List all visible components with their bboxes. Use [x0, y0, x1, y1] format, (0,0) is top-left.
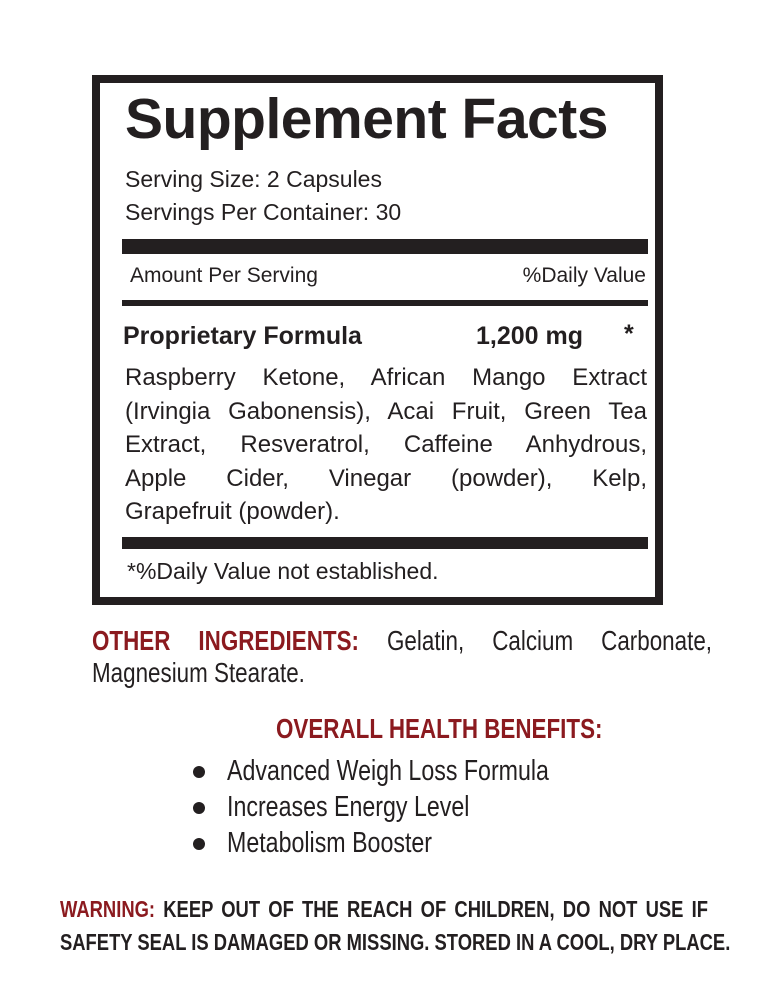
benefit-item: Increases Energy Level — [227, 791, 470, 823]
thick-divider — [122, 239, 648, 254]
warning-line: SAFETY SEAL IS DAMAGED OR MISSING. STORE… — [60, 929, 731, 955]
benefit-item: Advanced Weigh Loss Formula — [227, 755, 549, 787]
warning-text: WARNING: KEEP OUT OF THE REACH OF CHILDR… — [60, 893, 731, 959]
benefits-heading: OVERALL HEALTH BENEFITS: — [276, 713, 603, 744]
divider — [122, 300, 648, 306]
bullet-icon — [193, 802, 205, 814]
ingredients-list: Raspberry Ketone, African Mango Extract … — [125, 361, 647, 529]
ingredients-line: Raspberry Ketone, African Mango Extract — [125, 364, 647, 391]
formula-daily-value: * — [624, 320, 634, 348]
supplement-facts-panel — [92, 75, 663, 605]
thick-divider — [122, 537, 648, 549]
benefit-item: Metabolism Booster — [227, 827, 433, 859]
other-ingredients-line: Magnesium Stearate. — [92, 657, 305, 688]
ingredients-line: Apple Cider, Vinegar (powder), Kelp, — [125, 464, 647, 492]
ingredients-line: Grapefruit (powder). — [125, 498, 340, 525]
serving-size: Serving Size: 2 Capsules — [125, 166, 382, 192]
bullet-icon — [193, 838, 205, 850]
daily-value-header: %Daily Value — [522, 264, 646, 287]
other-ingredients: OTHER INGREDIENTS: Gelatin, Calcium Carb… — [92, 625, 712, 689]
other-ingredients-line: Gelatin, Calcium Carbonate, — [387, 625, 712, 656]
servings-per-container: Servings Per Container: 30 — [125, 199, 402, 225]
footnote: *%Daily Value not established. — [127, 558, 439, 584]
panel-title: Supplement Facts — [125, 87, 608, 151]
formula-amount: 1,200 mg — [476, 322, 584, 350]
warning-line: KEEP OUT OF THE REACH OF CHILDREN, DO NO… — [163, 896, 708, 922]
formula-name: Proprietary Formula — [123, 322, 362, 350]
amount-per-serving-header: Amount Per Serving — [130, 264, 318, 287]
ingredients-line: Extract, Resveratrol, Caffeine Anhydrous… — [125, 431, 647, 458]
bullet-icon — [193, 766, 205, 778]
ingredients-line: (Irvingia Gabonensis), Acai Fruit, Green… — [125, 397, 647, 425]
other-ingredients-label: OTHER INGREDIENTS: — [92, 625, 359, 656]
warning-label: WARNING: — [60, 896, 156, 922]
